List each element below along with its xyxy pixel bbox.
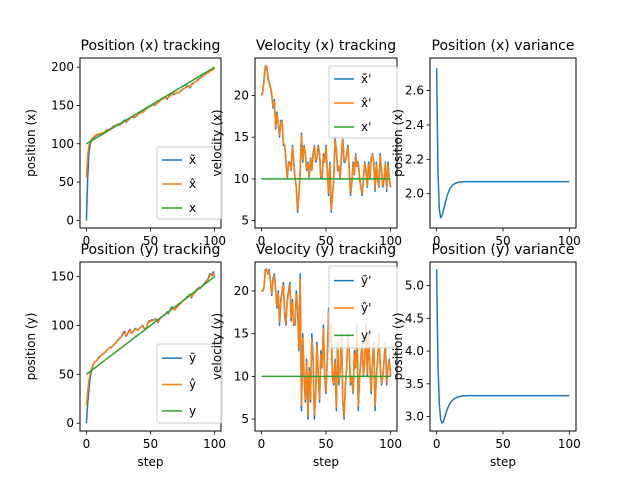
legend: x̃' x̂' x' [328,65,398,139]
y-tick-label: 15 [234,130,249,144]
y-tick-label: 5 [241,412,249,426]
chart-title: Position (x) variance [432,38,575,54]
y-tick-label: 200 [51,60,74,74]
series-line-2 [260,64,392,211]
subplot-vx: 0 50 100 5 10 15 20 Velocity (x) tracking veloci… [210,38,402,248]
y-tick-label: 150 [51,98,74,112]
y-tick-label: 15 [234,327,249,341]
y-tick-label: 50 [59,175,74,189]
subplot-vy: 0 50 100 5 10 15 20 Velocity (y) tracking veloci… [210,242,402,469]
legend-label: x [189,201,196,215]
subplot-px: 0 50 100 0 50 100 150 200 Position (x) tracking p… [24,38,226,248]
y-tick-label: 4.5 [405,311,424,325]
y-tick-label: 2.0 [405,187,424,201]
legend-box [156,343,223,424]
legend-label: x̂ [189,177,196,191]
series-line-1 [435,68,570,219]
plot-area [430,58,576,228]
y-tick-label: 2.4 [405,118,424,132]
x-tick-label: 100 [379,234,402,248]
series-line-2 [85,272,216,406]
x-tick-label: 50 [143,437,158,451]
y-axis-label: position (x) [391,109,405,177]
y-tick-label: 0 [66,213,74,227]
x-tick-label: 0 [433,437,441,451]
y-tick-label: 10 [234,172,249,186]
y-tick-label: 50 [59,367,74,381]
legend-label: ŷ [189,378,196,392]
legend-box [328,65,398,139]
chart-title: Position (y) tracking [81,242,221,258]
x-tick-label: 100 [379,437,402,451]
x-tick-label: 0 [258,437,266,451]
y-tick-label: 100 [51,318,74,332]
series-line-3 [85,276,216,375]
x-tick-label: 0 [83,234,91,248]
x-tick-label: 100 [203,437,226,451]
legend-label: x' [361,120,371,134]
legend-label: ỹ' [361,274,371,288]
x-tick-label: 100 [203,234,226,248]
legend: ỹ' ŷ' y' [328,265,398,349]
plot-area [430,262,576,431]
y-tick-label: 5.0 [405,279,424,293]
x-tick-label: 50 [318,234,333,248]
y-axis-label: position (x) [24,109,38,177]
legend-label: y [189,404,196,418]
y-tick-label: 4.0 [405,344,424,358]
legend-box [328,265,398,349]
y-tick-label: 3.5 [405,377,424,391]
y-tick-label: 20 [234,89,249,103]
legend-label: x̃ [189,153,196,167]
y-tick-label: 2.2 [405,152,424,166]
subplot-vary: 0 50 100 3.0 3.5 4.0 4.5 5.0 Position (y) varian… [391,242,581,469]
y-tick-label: 100 [51,137,74,151]
chart-title: Velocity (y) tracking [256,242,396,258]
y-axis-label: velocity (x) [210,109,224,176]
x-tick-label: 50 [495,437,510,451]
legend-label: ỹ [189,351,196,365]
y-tick-label: 20 [234,284,249,298]
chart-title: Position (y) variance [432,242,575,258]
x-tick-label: 100 [558,437,581,451]
subplot-varx: 0 50 100 2.0 2.2 2.4 2.6 Position (x) variance p… [391,38,581,248]
x-tick-label: 50 [495,234,510,248]
y-tick-label: 2.6 [405,84,424,98]
x-axis-label: step [490,455,516,469]
x-tick-label: 0 [433,234,441,248]
x-axis-label: step [138,455,164,469]
y-tick-label: 10 [234,369,249,383]
legend-box [156,146,223,220]
y-tick-label: 0 [66,416,74,430]
x-tick-label: 50 [318,437,333,451]
y-tick-label: 150 [51,270,74,284]
y-axis-label: position (y) [24,313,38,381]
legend-label: x̃' [361,72,371,86]
y-axis-label: position (y) [391,313,405,381]
x-tick-label: 0 [258,234,266,248]
series-line-1 [435,269,570,424]
y-tick-label: 5 [241,214,249,228]
legend-label: ŷ' [361,301,371,315]
legend-label: y' [361,328,371,342]
chart-title: Position (x) tracking [81,38,221,54]
y-tick-label: 3.0 [405,410,424,424]
legend: ỹŷy [156,343,223,424]
legend-label: x̂' [361,96,371,110]
x-axis-label: step [313,455,339,469]
x-tick-label: 50 [143,234,158,248]
legend: x̃ x̂ x [156,146,223,220]
subplot-py: 0 50 100 0 50 100 150 Position (y) tracking posi… [24,242,226,469]
series-line-3 [86,66,215,145]
y-axis-label: velocity (y) [210,313,224,380]
x-tick-label: 100 [558,234,581,248]
chart-title: Velocity (x) tracking [256,38,396,54]
x-tick-label: 0 [83,437,91,451]
